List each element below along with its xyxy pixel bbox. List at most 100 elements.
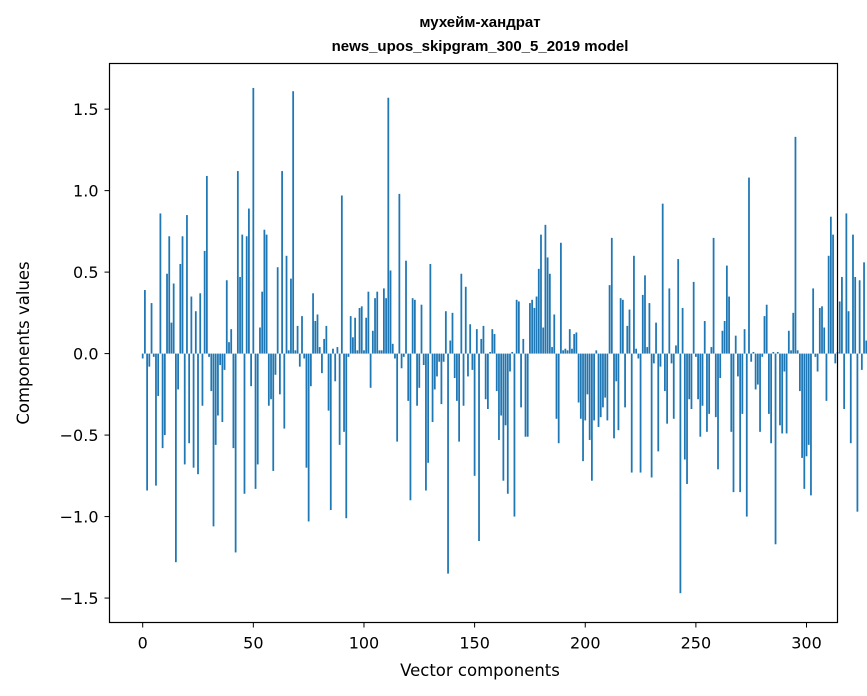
bar (672, 353, 675, 419)
bar (475, 329, 478, 354)
bar (661, 203, 664, 354)
bar (524, 353, 527, 437)
bar (245, 236, 248, 354)
bar (606, 353, 609, 421)
bar (418, 353, 421, 388)
bar (546, 257, 549, 354)
bar (776, 351, 779, 354)
bar (520, 353, 522, 408)
bar (305, 353, 308, 468)
bar (480, 338, 483, 354)
bar (210, 353, 213, 392)
bar (349, 316, 352, 354)
bar (628, 309, 631, 354)
bar (655, 322, 657, 354)
bar (219, 353, 222, 366)
y-tick-label: 0.0 (73, 345, 98, 364)
bar (489, 351, 491, 354)
bar (495, 353, 498, 392)
bar (593, 353, 595, 421)
bar (391, 343, 394, 354)
bar (509, 353, 511, 372)
bar (637, 353, 640, 359)
bar (843, 353, 846, 410)
bar (482, 325, 485, 354)
bar (816, 353, 819, 372)
bar (814, 353, 817, 357)
bar (174, 353, 177, 563)
bar (832, 234, 834, 354)
bar (511, 351, 514, 354)
y-tick-label: 0.5 (73, 263, 98, 282)
bar (312, 293, 314, 354)
bar (278, 353, 281, 395)
bar (841, 276, 843, 354)
bar (597, 353, 600, 427)
bar (453, 353, 456, 379)
bar (192, 353, 195, 468)
bar (400, 353, 403, 369)
bar (259, 327, 261, 354)
bar (761, 353, 764, 357)
y-tick-label: −1.0 (60, 508, 99, 527)
bar (763, 316, 766, 354)
bar (365, 317, 368, 354)
bar (296, 325, 299, 354)
bar (431, 353, 434, 423)
bar (699, 353, 702, 437)
bar (564, 348, 567, 354)
bar (865, 340, 867, 354)
bar (517, 301, 520, 354)
bar (199, 293, 202, 354)
bar (743, 329, 746, 354)
bar (425, 353, 427, 491)
bar (823, 327, 826, 354)
bar (144, 290, 146, 354)
bar (745, 353, 748, 517)
bar (270, 353, 272, 400)
bar (796, 350, 799, 354)
bar (190, 296, 193, 354)
bar (683, 353, 686, 460)
bar (599, 353, 602, 418)
bar (427, 353, 430, 463)
bar (748, 177, 750, 354)
bar (818, 307, 821, 354)
bar (422, 353, 425, 366)
bar (582, 353, 584, 462)
bar (239, 276, 241, 354)
bar (236, 171, 239, 354)
bar (664, 353, 666, 392)
bar (502, 353, 505, 481)
bar (690, 353, 693, 410)
bar (584, 353, 587, 421)
bar (863, 262, 865, 354)
bar (491, 329, 494, 354)
bar (500, 353, 503, 416)
bar (639, 353, 642, 473)
bar (464, 286, 467, 354)
bar (276, 267, 279, 354)
bar (261, 291, 264, 354)
bar (230, 329, 233, 354)
bar (205, 175, 208, 354)
bar (827, 255, 830, 354)
bar (141, 353, 144, 359)
bar (610, 237, 613, 354)
bar (436, 353, 438, 377)
bar (542, 327, 545, 354)
bar (571, 348, 573, 354)
bar (451, 312, 454, 354)
x-tick-label: 100 (349, 634, 380, 653)
bar (327, 353, 330, 411)
bar (405, 260, 407, 354)
bar (314, 320, 317, 354)
bar (252, 87, 255, 354)
bar (557, 353, 560, 444)
bar (750, 353, 753, 362)
bar (396, 353, 399, 442)
bar (697, 353, 699, 400)
bar (467, 353, 469, 377)
